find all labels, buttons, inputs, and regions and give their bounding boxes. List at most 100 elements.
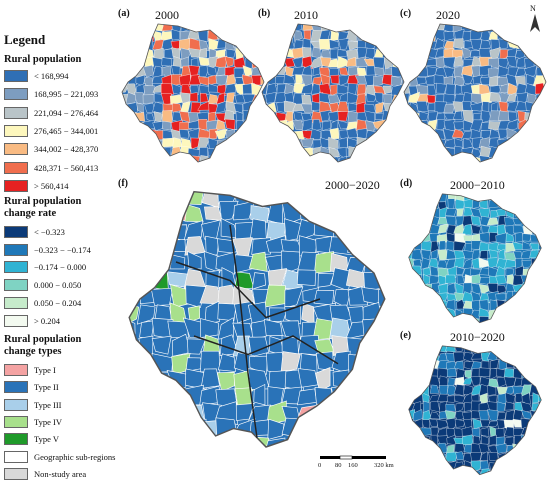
map-2020-county	[416, 148, 429, 160]
change-rate-legend-item: 0.000 − 0.050	[4, 279, 81, 292]
map-2020-county	[416, 138, 429, 149]
map-2010-county	[266, 58, 279, 68]
map-2020-county	[443, 119, 456, 131]
map-2020-county	[497, 128, 510, 140]
map-2000-2010-county	[529, 217, 539, 227]
map-2000-2020-county	[202, 334, 221, 355]
map-2000-2020-county	[199, 435, 220, 448]
map-2000-2020-county	[154, 206, 175, 225]
map-2000-county	[241, 127, 255, 140]
map-2010-2020-county	[537, 350, 542, 363]
map-2000-2020-county	[233, 200, 255, 221]
map-2000-2010-county	[430, 307, 439, 319]
map-2020-county	[544, 24, 546, 33]
map-2010-2020-county	[408, 352, 413, 363]
map-2000-2020-county	[284, 306, 301, 325]
rural-population-legend-swatch	[4, 143, 28, 156]
map-2000-2020-county	[362, 200, 381, 226]
change-rate-legend-swatch	[4, 243, 28, 256]
map-2000-county	[244, 166, 252, 177]
map-2020-county	[506, 165, 518, 175]
panel-a-title: 2000	[155, 8, 179, 22]
map-2010-2020-county	[429, 345, 441, 355]
map-2000-county	[179, 129, 189, 139]
map-2020-county	[488, 24, 499, 32]
map-2000-county	[145, 24, 156, 31]
map-2000-2010-county	[513, 326, 522, 335]
map-2020-county	[445, 83, 456, 96]
map-2000-county	[216, 24, 227, 31]
map-2000-2010-county	[512, 290, 525, 302]
map-2010-county	[265, 30, 276, 40]
map-2000-2010-county	[479, 250, 488, 260]
change-rate-legend-swatch	[4, 226, 28, 238]
map-2000-county	[189, 92, 199, 102]
map-2010-2020-county	[419, 436, 431, 446]
map-2010-county	[266, 167, 277, 175]
change-rate-legend-title: Rural population change rate	[4, 196, 81, 220]
map-2010-2020-county	[481, 435, 489, 446]
map-2000-county	[122, 103, 129, 114]
map-2000-county	[161, 137, 174, 148]
map-2000-county	[143, 138, 155, 148]
map-2020-county	[506, 92, 517, 102]
map-2000-2020-county	[378, 207, 385, 225]
change-types-legend-item: Type IV	[4, 415, 62, 428]
map-2010-2020-county	[408, 443, 413, 455]
map-2010-2020-county	[445, 345, 456, 353]
map-2010-2020-county	[453, 384, 465, 397]
map-2020-county	[543, 109, 546, 124]
map-2010-county	[285, 149, 296, 158]
map-2010-2020-county	[439, 477, 446, 485]
map-2010-county	[267, 24, 278, 33]
map-2000-2020-county	[297, 420, 320, 438]
map-2000-county	[161, 120, 172, 131]
map-2020-county	[425, 146, 438, 159]
map-2010-2020-county	[412, 352, 424, 362]
map-2000-2010-county	[488, 198, 499, 208]
map-2000-2010-county	[537, 276, 542, 284]
map-2000-2020-county	[186, 338, 206, 355]
change-rate-legend-swatch	[4, 296, 28, 309]
map-2010-2020-county	[421, 451, 431, 462]
map-2000-2010-county	[408, 274, 415, 287]
map-2000-county	[243, 40, 253, 51]
map-2000-2010-county	[412, 207, 423, 218]
map-2010-2020-county	[429, 479, 440, 485]
map-2010-2020-county	[495, 461, 506, 471]
map-2010-2020-county	[445, 451, 458, 462]
map-2000-2010-county	[512, 224, 525, 234]
map-2020-county	[534, 110, 546, 123]
map-2010-county	[273, 154, 288, 162]
map-2010-county	[301, 119, 313, 132]
map-2010-county	[266, 120, 278, 131]
map-2010-2020-county	[445, 480, 455, 485]
map-2000-2020-county	[377, 288, 385, 308]
map-2020-county	[470, 101, 483, 112]
map-2000-2010-county	[529, 291, 540, 301]
map-2000-county	[163, 155, 173, 162]
map-2000-2020-county	[348, 220, 364, 237]
map-2020-county	[506, 24, 518, 33]
map-2000-county	[122, 128, 130, 139]
map-2000-2020-county	[168, 435, 190, 448]
map-2020-county	[545, 56, 546, 68]
map-2020-county	[435, 82, 448, 94]
map-2020-county	[544, 93, 546, 105]
map-2000-2010-county	[430, 207, 441, 219]
map-2000-2010-county	[539, 325, 548, 334]
map-2000-county	[180, 101, 191, 112]
map-2010-2020-county	[496, 411, 506, 422]
map-2010-2020-county	[489, 462, 499, 472]
panel-b-label: (b)	[258, 8, 271, 19]
map-2010-2020-county	[521, 345, 532, 352]
map-2010-county	[265, 92, 277, 104]
map-2010-2020-county	[419, 345, 432, 355]
map-2000-2010-county	[420, 200, 431, 210]
map-2000-2020-county	[153, 222, 173, 237]
map-2020-county	[542, 46, 546, 58]
map-2020-county	[542, 165, 550, 175]
map-2010-2020-county	[420, 442, 431, 455]
map-2000-2020-county	[297, 438, 320, 448]
map-2010-2020-county	[512, 477, 524, 485]
